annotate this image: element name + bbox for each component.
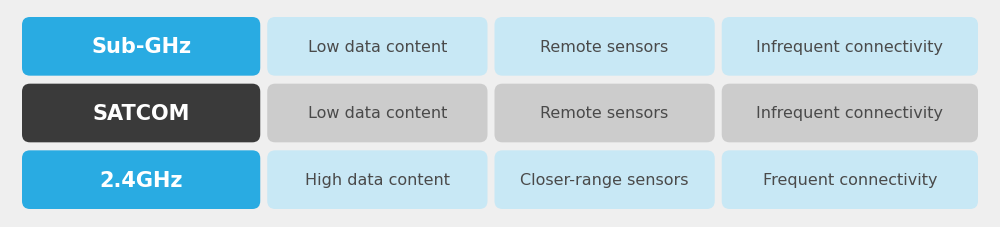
Text: Frequent connectivity: Frequent connectivity: [763, 173, 937, 187]
FancyBboxPatch shape: [22, 151, 260, 209]
Text: Sub-GHz: Sub-GHz: [91, 37, 191, 57]
FancyBboxPatch shape: [22, 18, 260, 76]
Text: High data content: High data content: [305, 173, 450, 187]
FancyBboxPatch shape: [494, 84, 715, 143]
FancyBboxPatch shape: [267, 84, 487, 143]
FancyBboxPatch shape: [722, 84, 978, 143]
Text: SATCOM: SATCOM: [92, 104, 190, 123]
Text: Remote sensors: Remote sensors: [540, 40, 669, 54]
Text: Low data content: Low data content: [308, 40, 447, 54]
Text: Infrequent connectivity: Infrequent connectivity: [756, 40, 943, 54]
FancyBboxPatch shape: [267, 18, 487, 76]
Text: Infrequent connectivity: Infrequent connectivity: [756, 106, 943, 121]
Text: 2.4GHz: 2.4GHz: [99, 170, 183, 190]
FancyBboxPatch shape: [722, 18, 978, 76]
Text: Closer-range sensors: Closer-range sensors: [520, 173, 689, 187]
Text: Remote sensors: Remote sensors: [540, 106, 669, 121]
FancyBboxPatch shape: [722, 151, 978, 209]
FancyBboxPatch shape: [267, 151, 487, 209]
FancyBboxPatch shape: [494, 18, 715, 76]
Text: Low data content: Low data content: [308, 106, 447, 121]
FancyBboxPatch shape: [22, 84, 260, 143]
FancyBboxPatch shape: [494, 151, 715, 209]
